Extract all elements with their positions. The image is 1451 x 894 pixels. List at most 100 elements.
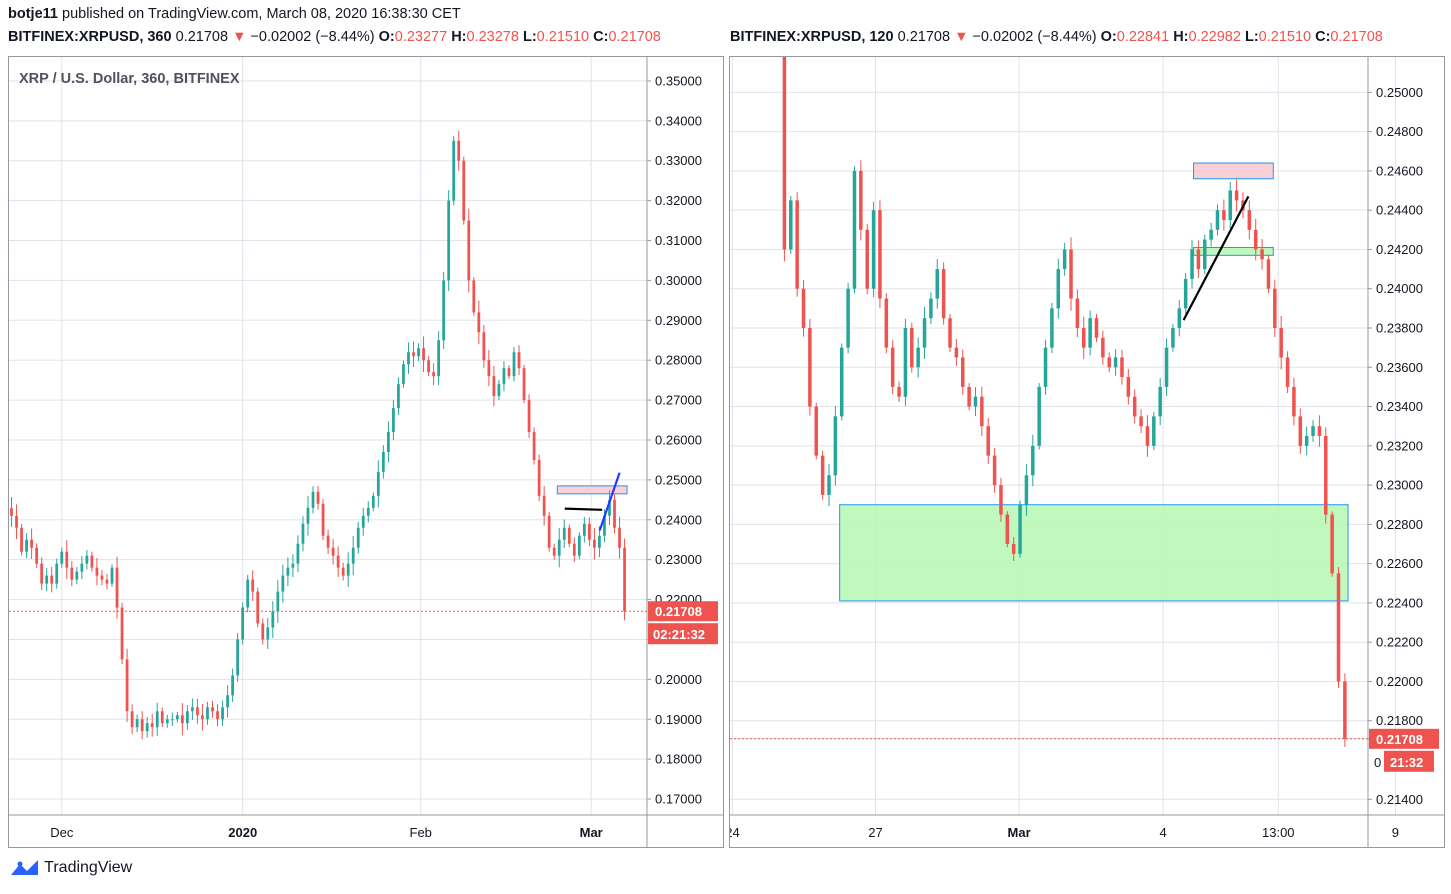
candle-body [922, 318, 927, 348]
candle-body [929, 298, 933, 319]
candle-body [1094, 318, 1099, 338]
candle-body [992, 455, 997, 486]
candle-body [1005, 514, 1010, 545]
candle-body [216, 711, 219, 720]
candle-body [412, 352, 415, 357]
candle-body [577, 535, 581, 556]
candle-body [100, 575, 104, 580]
left-candles [10, 130, 626, 740]
y-tick-label: 0.35000 [655, 73, 702, 88]
candle-body [1132, 396, 1137, 417]
candle-body [1164, 347, 1169, 387]
candle-body [1292, 386, 1296, 417]
y-tick-label: 0.24000 [655, 512, 702, 527]
candle-body [226, 695, 229, 708]
candle-body [95, 567, 99, 576]
last-price-tag-bg [648, 601, 718, 622]
left-drawings [564, 472, 621, 531]
candle-body [1069, 249, 1073, 299]
tradingview-brand[interactable]: TradingView [10, 858, 132, 878]
candle-body [1336, 573, 1341, 682]
y-tick-label: 0.23400 [1376, 399, 1423, 414]
candle-body [1343, 681, 1347, 739]
candle-body [537, 459, 541, 496]
y-tick-label: 0.22800 [1376, 517, 1423, 532]
candle-body [884, 298, 889, 348]
candle-body [808, 327, 812, 407]
left-symbol: BITFINEX:XRPUSD, 360 [8, 29, 172, 45]
candle-body [447, 200, 451, 281]
x-tick-label: 24 [730, 825, 740, 840]
candle-body [55, 563, 59, 584]
candle-body [1247, 210, 1252, 230]
last-price-tag: 0.21708 [655, 604, 702, 619]
candle-body [960, 357, 965, 387]
right-chart-svg[interactable]: 0.25000 0.24800 0.24600 0.24400 0.24200 0.240… [725, 5, 1444, 847]
countdown-prefix: 0 [1374, 755, 1381, 770]
left-high: 0.23278 [466, 29, 519, 45]
candle-body [502, 368, 506, 385]
candle-body [206, 707, 209, 720]
candle-body [1311, 426, 1315, 436]
candle-body [507, 368, 511, 377]
candle-body [980, 396, 984, 427]
candle-body [587, 523, 591, 540]
candle-body [80, 563, 84, 572]
candle-body [572, 543, 576, 556]
down-triangle-icon: ▼ [232, 29, 247, 45]
blue-trendline [598, 472, 621, 531]
candle-body [356, 527, 360, 548]
left-chart-panel[interactable]: XRP / U.S. Dollar, 360, BITFINEX 0.35000… [8, 56, 724, 848]
y-tick-label: 0.22400 [1376, 595, 1423, 610]
right-symbol: BITFINEX:XRPUSD, 120 [730, 29, 894, 45]
candle-body [427, 360, 430, 373]
candle-body [402, 364, 405, 385]
candle-body [281, 575, 285, 592]
candle-body [941, 269, 946, 319]
left-change: −0.02002 (−8.44%) [250, 29, 375, 45]
candle-body [948, 318, 952, 348]
y-tick-label: 0.20000 [655, 672, 702, 687]
candle-body [170, 719, 174, 721]
candle-body [407, 352, 410, 365]
candle-body [150, 723, 154, 728]
right-chart-panel[interactable]: 0.25000 0.24800 0.24600 0.24400 0.24200 0.240… [725, 5, 1445, 848]
candle-body [10, 508, 13, 516]
author-name[interactable]: botje11 [8, 6, 58, 22]
candle-body [1279, 327, 1283, 358]
candle-body [191, 707, 194, 712]
left-close: 0.21708 [608, 29, 661, 45]
x-tick-label: 27 [868, 825, 882, 840]
y-tick-label: 0.24200 [1376, 242, 1423, 257]
candle-body [30, 539, 33, 548]
left-chart-svg[interactable]: XRP / U.S. Dollar, 360, BITFINEX 0.35000… [9, 57, 723, 847]
y-tick-label: 0.33000 [655, 153, 702, 168]
candle-body [286, 567, 290, 576]
candle-body [256, 591, 260, 624]
candle-body [231, 675, 234, 696]
candle-body [276, 591, 280, 612]
left-price-axis: 0.35000 0.34000 0.33000 0.32000 0.31000 0.300… [646, 57, 702, 847]
candle-body [782, 23, 787, 250]
candle-body [135, 719, 139, 728]
brand-label: TradingView [44, 859, 133, 877]
countdown-tag-bg [648, 623, 718, 645]
candle-body [452, 140, 456, 201]
candle-body [1222, 210, 1226, 220]
countdown-tag-bg [1384, 750, 1434, 772]
candle-body [241, 607, 245, 640]
y-tick-label: 0.24400 [1376, 203, 1423, 218]
candle-body [986, 426, 990, 456]
published-text: published on TradingView.com, March 08, … [62, 6, 461, 22]
candle-body [261, 623, 265, 640]
candle-body [517, 352, 521, 369]
y-tick-label: 0.21400 [1376, 792, 1423, 807]
candle-body [392, 408, 395, 433]
left-grid [9, 57, 647, 815]
x-tick-label: Mar [1008, 825, 1031, 840]
candle-body [859, 170, 863, 230]
x-tick-label: 13:00 [1262, 825, 1295, 840]
y-tick-label: 0.24600 [1376, 163, 1423, 178]
candle-body [321, 503, 325, 536]
candle-body [1273, 288, 1277, 328]
